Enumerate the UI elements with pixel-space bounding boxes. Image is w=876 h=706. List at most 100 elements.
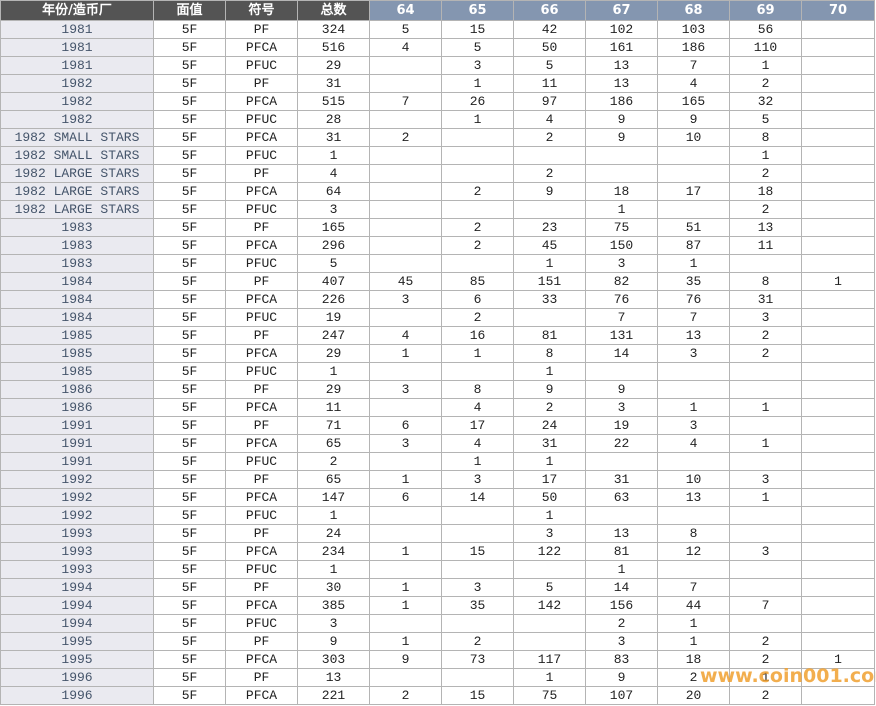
table-cell: 107 [585, 686, 658, 705]
table-cell: 5F [153, 308, 226, 327]
table-cell: 5F [153, 524, 226, 543]
table-cell: PFCA [225, 128, 298, 147]
table-cell: 5F [153, 506, 226, 525]
year-cell: 1982 LARGE STARS [0, 200, 154, 219]
table-cell: 18 [657, 650, 730, 669]
table-cell: PF [225, 470, 298, 489]
table-cell: 102 [585, 20, 658, 39]
table-cell: 3 [585, 398, 658, 417]
table-cell [369, 182, 442, 201]
table-row: 1985 5F PF 247 4 16 81 131 13 2 [0, 326, 875, 345]
table-row: 1986 5F PFCA 11 4 2 3 1 1 [0, 398, 875, 417]
table-cell: 324 [297, 20, 370, 39]
table-cell [441, 560, 514, 579]
table-cell: 5F [153, 218, 226, 237]
table-cell: PF [225, 668, 298, 687]
year-cell: 1984 [0, 308, 154, 327]
table-cell: 11 [729, 236, 802, 255]
table-cell [801, 308, 875, 327]
table-cell [801, 578, 875, 597]
table-cell [657, 164, 730, 183]
table-cell: 10 [657, 128, 730, 147]
table-cell [801, 254, 875, 273]
table-cell: 3 [657, 344, 730, 363]
table-cell: 4 [441, 398, 514, 417]
table-row: 1985 5F PFUC 1 1 [0, 362, 875, 381]
table-cell [369, 164, 442, 183]
table-cell: 2 [441, 218, 514, 237]
table-cell: PFUC [225, 452, 298, 471]
table-cell: 4 [297, 164, 370, 183]
table-cell: 8 [513, 344, 586, 363]
table-cell: 13 [585, 524, 658, 543]
table-cell: 103 [657, 20, 730, 39]
table-cell: 3 [729, 308, 802, 327]
table-cell: 2 [729, 326, 802, 345]
table-cell [513, 614, 586, 633]
table-cell: 1 [369, 542, 442, 561]
table-row: 1991 5F PFCA 65 3 4 31 22 4 1 [0, 434, 875, 453]
year-cell: 1996 [0, 686, 154, 705]
year-cell: 1994 [0, 578, 154, 597]
table-cell: 142 [513, 596, 586, 615]
table-cell: 9 [657, 110, 730, 129]
table-cell [657, 560, 730, 579]
table-row: 1982 LARGE STARS 5F PF 4 2 2 [0, 164, 875, 183]
table-cell: 156 [585, 596, 658, 615]
table-cell: 161 [585, 38, 658, 57]
table-cell: 65 [297, 470, 370, 489]
table-cell: 7 [585, 308, 658, 327]
table-cell: 9 [513, 380, 586, 399]
table-cell: 1 [297, 506, 370, 525]
table-cell: 56 [729, 20, 802, 39]
table-cell: 14 [585, 578, 658, 597]
table-cell: PFCA [225, 182, 298, 201]
table-cell [369, 236, 442, 255]
table-cell [801, 164, 875, 183]
table-cell: 3 [657, 416, 730, 435]
table-cell [369, 524, 442, 543]
table-cell: 5F [153, 254, 226, 273]
table-cell: 3 [297, 614, 370, 633]
table-cell: 1 [297, 560, 370, 579]
year-cell: 1996 [0, 668, 154, 687]
table-cell: 1 [729, 488, 802, 507]
table-cell: 12 [657, 542, 730, 561]
table-cell: 8 [729, 272, 802, 291]
table-cell [801, 20, 875, 39]
year-cell: 1991 [0, 434, 154, 453]
table-cell: PFUC [225, 614, 298, 633]
table-cell: 247 [297, 326, 370, 345]
table-cell: 9 [585, 668, 658, 687]
table-row: 1995 5F PF 9 1 2 3 1 2 [0, 632, 875, 651]
table-cell: 2 [297, 452, 370, 471]
table-cell: 3 [441, 470, 514, 489]
table-cell: 32 [729, 92, 802, 111]
table-cell: 5F [153, 614, 226, 633]
table-cell: 4 [369, 326, 442, 345]
year-cell: 1994 [0, 596, 154, 615]
table-cell: 407 [297, 272, 370, 291]
table-cell: PF [225, 74, 298, 93]
column-header: 65 [441, 0, 514, 21]
table-cell: 3 [729, 542, 802, 561]
table-cell: 63 [585, 488, 658, 507]
table-cell [729, 416, 802, 435]
table-cell: 1 [369, 632, 442, 651]
header-row: 年份/造币厂 面值 符号 总数 64 65 66 67 68 69 70 [0, 0, 875, 21]
table-cell: 3 [585, 632, 658, 651]
table-cell [369, 398, 442, 417]
table-cell: 1 [729, 56, 802, 75]
table-cell: 5F [153, 452, 226, 471]
table-row: 1983 5F PFUC 5 1 3 1 [0, 254, 875, 273]
table-cell: 515 [297, 92, 370, 111]
table-cell [729, 578, 802, 597]
table-cell: 5F [153, 56, 226, 75]
table-cell [441, 614, 514, 633]
year-cell: 1982 LARGE STARS [0, 164, 154, 183]
table-cell: 35 [441, 596, 514, 615]
table-cell [801, 218, 875, 237]
table-cell: PFUC [225, 362, 298, 381]
year-cell: 1992 [0, 488, 154, 507]
table-cell: 75 [513, 686, 586, 705]
